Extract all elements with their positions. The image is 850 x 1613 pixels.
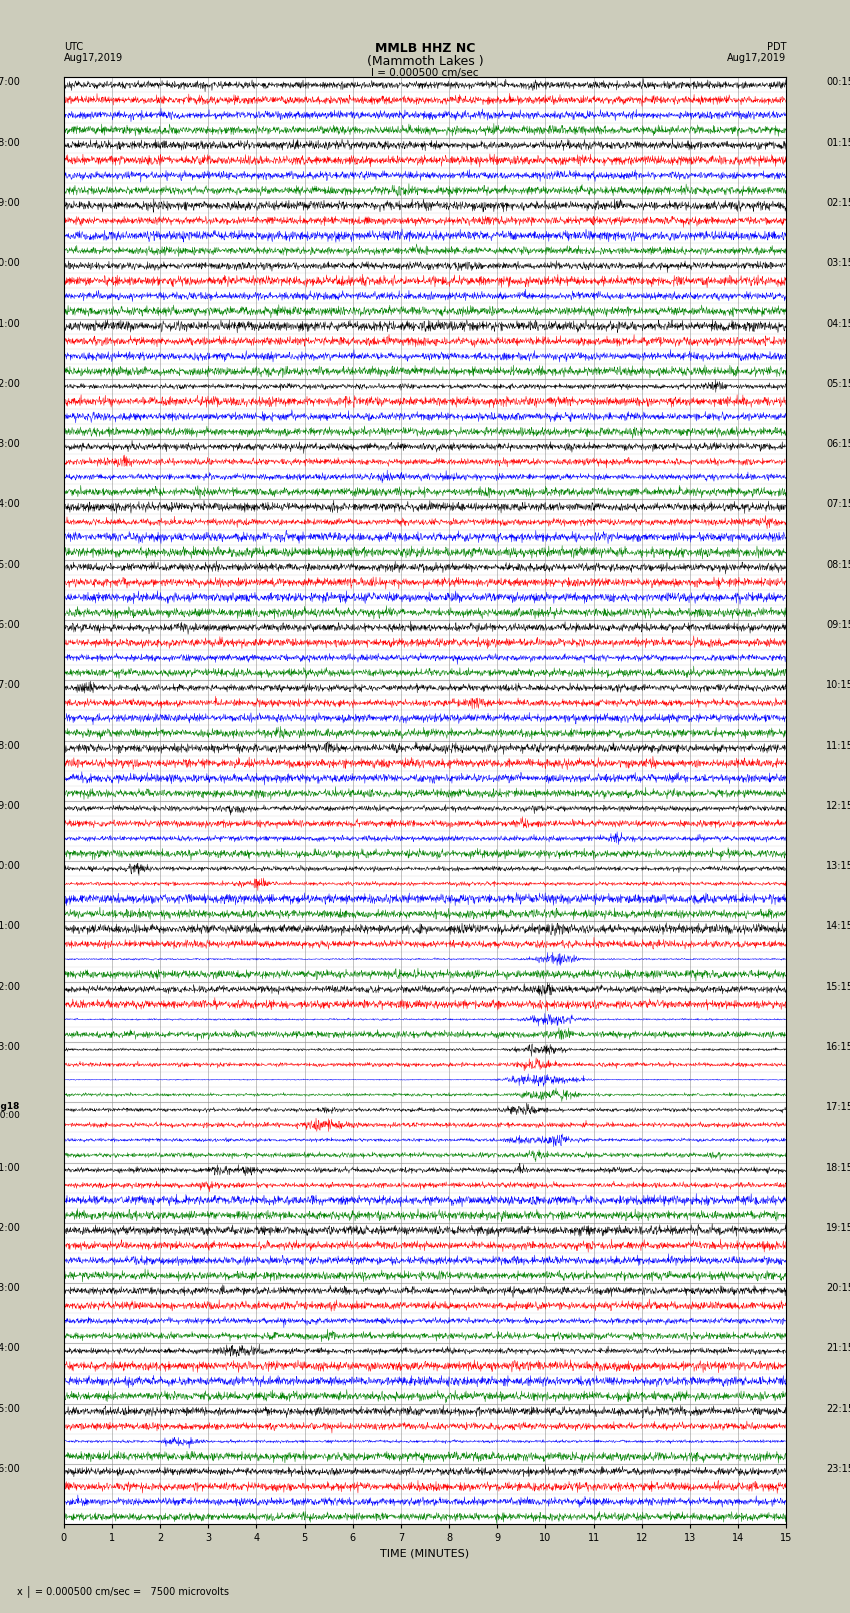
Text: 22:15: 22:15	[826, 1403, 850, 1413]
Text: 09:15: 09:15	[826, 619, 850, 631]
Text: 13:15: 13:15	[826, 861, 850, 871]
Text: 17:15: 17:15	[826, 1102, 850, 1113]
Text: 15:15: 15:15	[826, 982, 850, 992]
Text: 18:15: 18:15	[826, 1163, 850, 1173]
Text: (Mammoth Lakes ): (Mammoth Lakes )	[366, 55, 484, 68]
Text: 21:00: 21:00	[0, 921, 20, 931]
Text: 18:00: 18:00	[0, 740, 20, 750]
Text: 19:15: 19:15	[826, 1223, 850, 1232]
Text: Aug17,2019: Aug17,2019	[727, 53, 786, 63]
Text: 01:00: 01:00	[0, 1163, 20, 1173]
Text: 16:00: 16:00	[0, 619, 20, 631]
Text: 20:15: 20:15	[826, 1282, 850, 1294]
Text: 21:15: 21:15	[826, 1344, 850, 1353]
Text: 03:15: 03:15	[826, 258, 850, 268]
Text: 10:15: 10:15	[826, 681, 850, 690]
Text: 08:00: 08:00	[0, 137, 20, 148]
Text: 07:00: 07:00	[0, 77, 20, 87]
Text: 06:00: 06:00	[0, 1465, 20, 1474]
Text: Aug18: Aug18	[0, 1102, 20, 1111]
Text: 17:00: 17:00	[0, 681, 20, 690]
Text: x │ = 0.000500 cm/sec =   7500 microvolts: x │ = 0.000500 cm/sec = 7500 microvolts	[17, 1586, 229, 1597]
Text: 19:00: 19:00	[0, 800, 20, 811]
Text: Aug17,2019: Aug17,2019	[64, 53, 123, 63]
Text: 04:00: 04:00	[0, 1344, 20, 1353]
Text: 10:00: 10:00	[0, 258, 20, 268]
Text: 02:00: 02:00	[0, 1223, 20, 1232]
Text: 05:15: 05:15	[826, 379, 850, 389]
Text: 05:00: 05:00	[0, 1403, 20, 1413]
Text: 13:00: 13:00	[0, 439, 20, 448]
Text: 14:00: 14:00	[0, 500, 20, 510]
Text: 03:00: 03:00	[0, 1282, 20, 1294]
Text: 02:15: 02:15	[826, 198, 850, 208]
Text: MMLB HHZ NC: MMLB HHZ NC	[375, 42, 475, 55]
Text: 11:00: 11:00	[0, 319, 20, 329]
Text: 14:15: 14:15	[826, 921, 850, 931]
Text: 23:15: 23:15	[826, 1465, 850, 1474]
Text: PDT: PDT	[767, 42, 786, 52]
Text: 15:00: 15:00	[0, 560, 20, 569]
Text: 00:00: 00:00	[0, 1111, 20, 1121]
X-axis label: TIME (MINUTES): TIME (MINUTES)	[381, 1548, 469, 1558]
Text: 01:15: 01:15	[826, 137, 850, 148]
Text: 11:15: 11:15	[826, 740, 850, 750]
Text: 23:00: 23:00	[0, 1042, 20, 1052]
Text: I = 0.000500 cm/sec: I = 0.000500 cm/sec	[371, 68, 479, 77]
Text: 16:15: 16:15	[826, 1042, 850, 1052]
Text: 08:15: 08:15	[826, 560, 850, 569]
Text: 09:00: 09:00	[0, 198, 20, 208]
Text: 06:15: 06:15	[826, 439, 850, 448]
Text: 12:00: 12:00	[0, 379, 20, 389]
Text: 07:15: 07:15	[826, 500, 850, 510]
Text: 04:15: 04:15	[826, 319, 850, 329]
Text: UTC: UTC	[64, 42, 82, 52]
Text: 22:00: 22:00	[0, 982, 20, 992]
Text: 12:15: 12:15	[826, 800, 850, 811]
Text: 00:15: 00:15	[826, 77, 850, 87]
Text: 20:00: 20:00	[0, 861, 20, 871]
